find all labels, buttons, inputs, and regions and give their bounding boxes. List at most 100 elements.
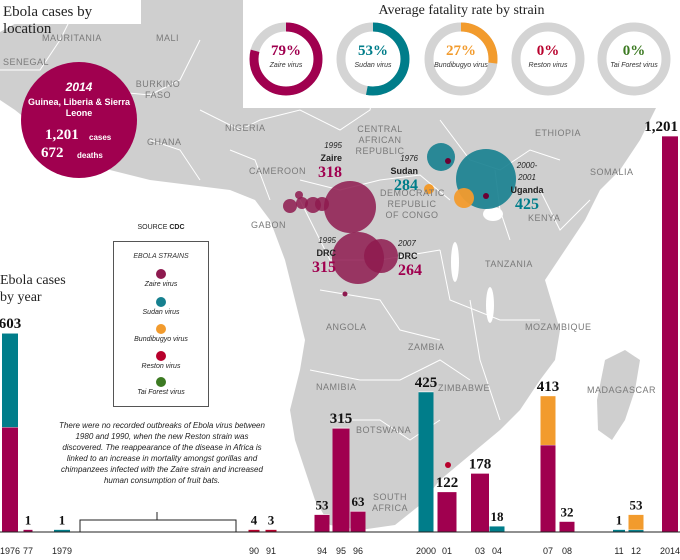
legend-label-reston: Reston virus [141,363,181,370]
outbreak-name: DRC [398,251,418,261]
x-tick-label: 12 [631,546,641,556]
donut-sudan-pct: 53% [358,43,388,59]
country-burkino-faso: BURKINO FASO [135,79,181,100]
x-tick-label: 91 [266,546,276,556]
fatality-panel: Average fatality rate by strain 79% Zair… [243,0,680,108]
bar-07-bundibugyo [540,395,556,445]
x-tick-label: 77 [23,546,33,556]
donut-tai-forest-ring [597,22,671,96]
highlight-year: 2014 [65,80,93,94]
bar-96-zaire [350,511,366,532]
country-cameroon: CAMEROON [249,166,307,176]
bar-total-label: 53 [630,498,644,513]
outbreak-year: 1995 [324,141,342,150]
bubble-uganda-small [483,193,489,199]
x-tick-label: 11 [614,546,623,556]
fatality-title: Average fatality rate by strain [378,3,545,18]
bubble-congo-small [342,291,348,297]
donut-zaire-pct: 79% [271,43,301,59]
bar-total-label: 1 [616,513,623,528]
legend-item-zaire: Zaire virus [114,269,208,288]
bar-total-label: 603 [0,316,21,332]
country-madagascar: MADAGASCAR [587,385,657,395]
outbreak-value: 425 [515,196,539,213]
outbreak-value: 315 [312,259,336,276]
bar-12-sudan [628,529,644,532]
bar-11-sudan [613,529,625,532]
bar-95-zaire [332,428,350,532]
x-tick-label: 04 [492,546,502,556]
bar-total-label: 53 [316,498,330,513]
bar-total-label: 425 [415,375,438,391]
donut-tai-forest: 0% Tai Forest virus [596,21,672,97]
legend-item-reston: Reston virus [114,351,208,370]
bar-12-bundibugyo [628,514,644,530]
bubble-sudan-1976 [427,143,455,171]
donut-sudan-ring [336,22,410,96]
bubble-sudan-small [445,158,451,164]
bar-total-label: 178 [469,456,492,472]
x-tick-label: 95 [336,546,346,556]
lake-malawi [486,287,494,323]
bubble-gabon-5 [295,191,303,199]
outbreak-year: 1995 [318,236,336,245]
donut-bundibugyo: 27% Bundibugyo virus [423,21,499,97]
x-tick-label: 1979 [52,546,72,556]
donut-zaire-label: Zaire virus [269,62,303,69]
outbreak-year: 2007 [398,239,416,248]
donut-reston-label: Reston virus [528,62,568,69]
outbreak-sudan-1976: 1976 Sudan 284 [372,153,418,195]
country-gabon: GABON [251,220,287,230]
bar-90-reston [248,529,260,532]
donut-tai-forest-track [597,22,671,96]
bar-total-label: 315 [330,411,353,427]
source-value: CDC [169,224,185,231]
donut-bundibugyo-label: Bundibugyo virus [434,62,488,69]
bubble-zaire-1995 [324,181,376,233]
donut-sudan-arc [336,22,410,96]
title-box: Ebola cases by location [0,0,141,37]
country-senegal: SENEGAL [3,57,50,67]
bar-1976-zaire [2,427,18,532]
outbreak-year: 2000-2001 [516,161,538,182]
bar-total-label: 3 [268,513,275,528]
donut-tai-forest-label: Tai Forest virus [610,62,658,69]
madagascar [597,350,640,440]
bar-2000-sudan [418,391,434,532]
country-car: CENTRAL AFRICAN REPUBLIC [355,124,405,156]
legend-dot-tai-forest [156,377,166,387]
bar-chart: 6031976177119794903915394315956396425200… [0,119,680,556]
donut-bundibugyo-arc [424,22,498,96]
x-tick-label: 94 [317,546,327,556]
donut-reston-ring [511,22,585,96]
bar-total-label: 63 [352,494,366,509]
page-title: Ebola cases by location [3,4,93,37]
country-drc: DEMOCRATIC REPUBLIC OF CONGO [380,188,445,220]
note-text: There were no recorded outbreaks of Ebol… [59,421,265,485]
donut-zaire-arc [249,22,323,96]
bar-91-reston [265,529,277,532]
donut-zaire-ring [249,22,323,96]
x-tick-label: 1976 [0,546,20,556]
bar-total-label: 413 [537,379,560,395]
lake-victoria [483,207,503,221]
x-tick-label: 90 [249,546,259,556]
bubble-bundibugyo-small [424,184,434,194]
highlight-cases-label: cases [89,133,112,142]
x-tick-label: 07 [543,546,553,556]
x-tick-label: 2014 [660,546,680,556]
country-ghana: GHANA [147,137,182,147]
legend-heading: EBOLA STRAINS [133,253,189,260]
outbreak-bubbles [283,143,516,468]
bar-1976-sudan [2,333,18,428]
bar-total-label: 32 [561,504,574,519]
bar-04-sudan [489,526,505,532]
country-botswana: BOTSWANA [356,425,412,435]
outbreak-drc-1995: 1995 DRC 315 [296,235,336,277]
bubble-bundibugyo-2007 [454,188,474,208]
donut-sudan: 53% Sudan virus [335,21,411,97]
donut-bundibugyo-ring [424,22,498,96]
donut-reston: 0% Reston virus [510,21,586,97]
x-tick-label: 2000 [416,546,436,556]
bar-77-zaire [23,529,33,532]
